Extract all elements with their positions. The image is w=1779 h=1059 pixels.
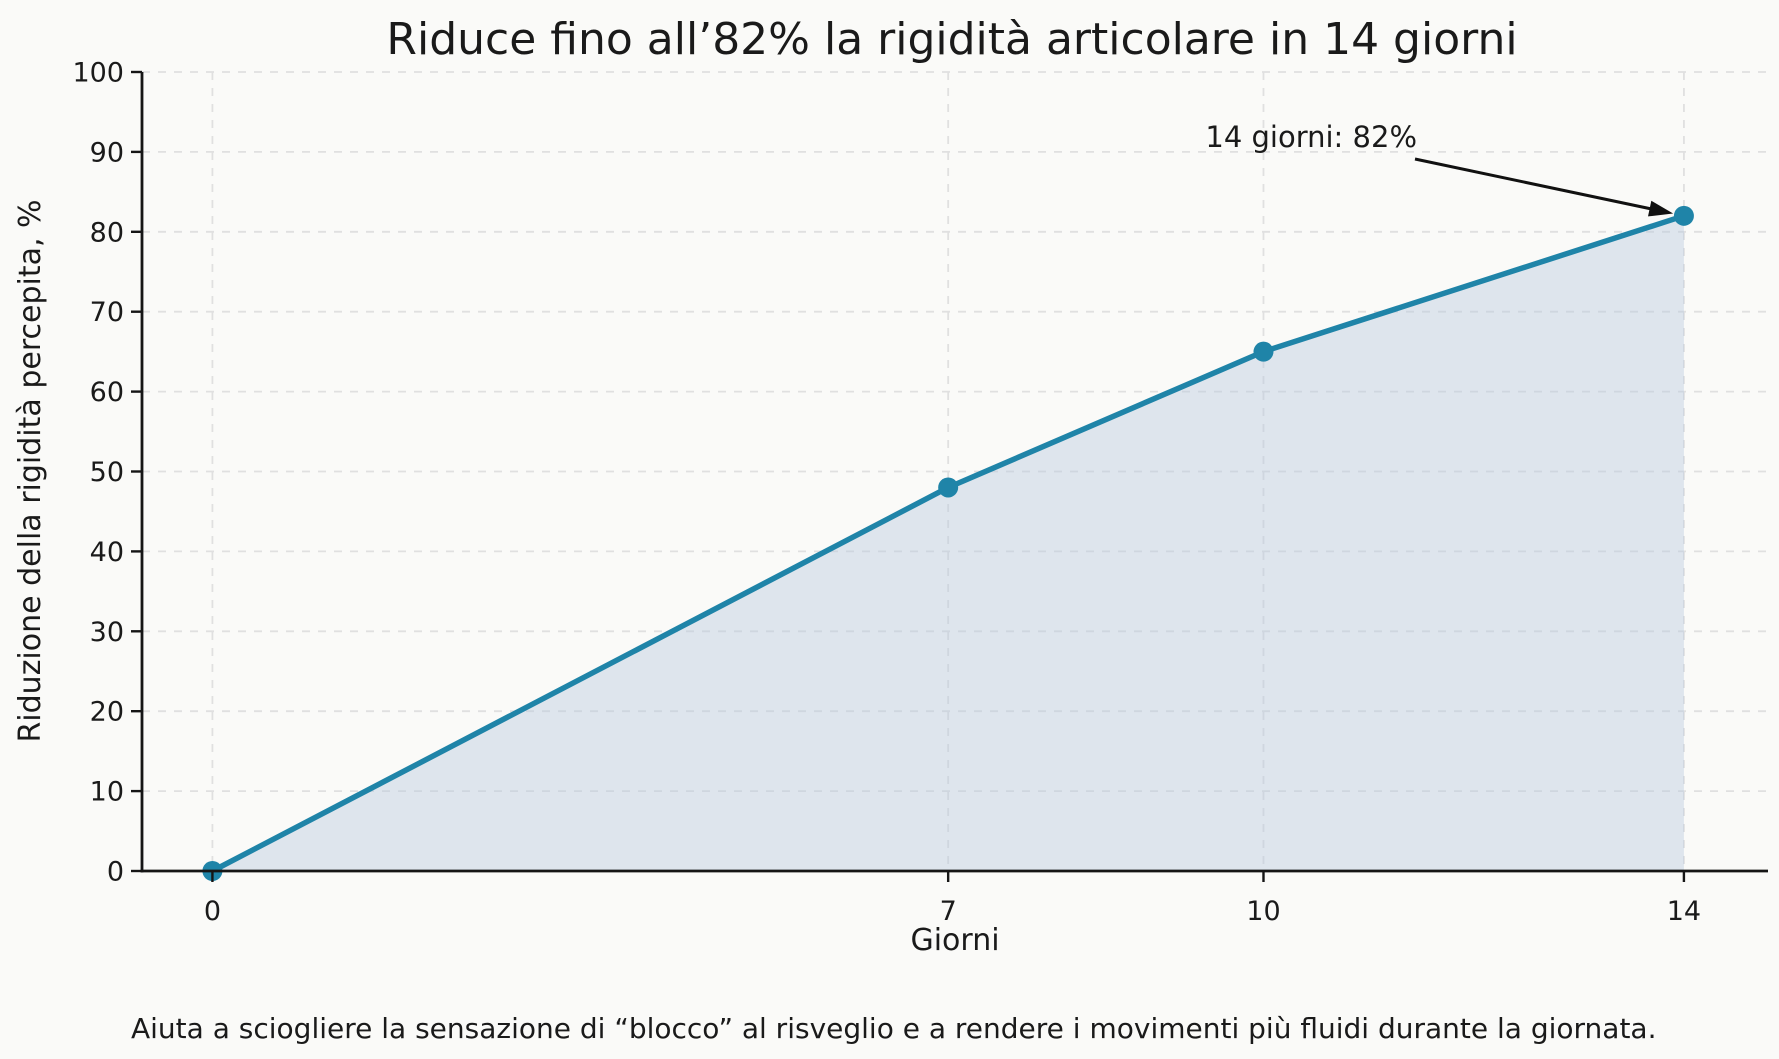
y-tick-label-10: 10	[90, 777, 124, 808]
data-point-day-7	[938, 477, 959, 498]
data-point-day-10	[1253, 341, 1274, 362]
chart-title: Riduce fino all’82% la rigidità articola…	[386, 14, 1517, 65]
x-tick-label-7: 7	[940, 896, 957, 927]
grid-layer	[142, 71, 1768, 871]
x-tick-label-0: 0	[204, 896, 221, 927]
x-tick-label-10: 10	[1246, 896, 1280, 927]
y-tick-label-90: 90	[90, 137, 124, 168]
annotation-label: 14 giorni: 82%	[1205, 120, 1417, 154]
y-tick-label-20: 20	[90, 697, 124, 728]
data-point-day-14	[1673, 205, 1694, 226]
x-tick-label-14: 14	[1667, 896, 1701, 927]
area-fill	[212, 215, 1684, 871]
y-tick-label-100: 100	[72, 57, 124, 88]
y-axis-label: Riduzione della rigidità percepita, %	[13, 199, 48, 742]
y-tick-label-30: 30	[90, 617, 124, 648]
footer-caption: Aiuta a sciogliere la sensazione di “blo…	[131, 1012, 1656, 1045]
axis-layer: 0 10 20 30 40 50 60 70 80 90 100 0 7 10 14	[72, 57, 1768, 927]
y-tick-label-40: 40	[90, 537, 124, 568]
series-line	[209, 213, 1687, 874]
annotation-arrow-layer	[1414, 157, 1674, 217]
annotation-arrowhead	[1648, 200, 1674, 217]
series-layer	[202, 205, 1694, 881]
y-tick-label-70: 70	[90, 297, 124, 328]
x-axis-label: Giorni	[910, 923, 999, 958]
y-tick-label-0: 0	[107, 856, 124, 887]
y-tick-label-60: 60	[90, 377, 124, 408]
y-tick-label-80: 80	[90, 217, 124, 248]
y-tick-label-50: 50	[90, 457, 124, 488]
annotation-arrow-shaft	[1414, 157, 1652, 211]
